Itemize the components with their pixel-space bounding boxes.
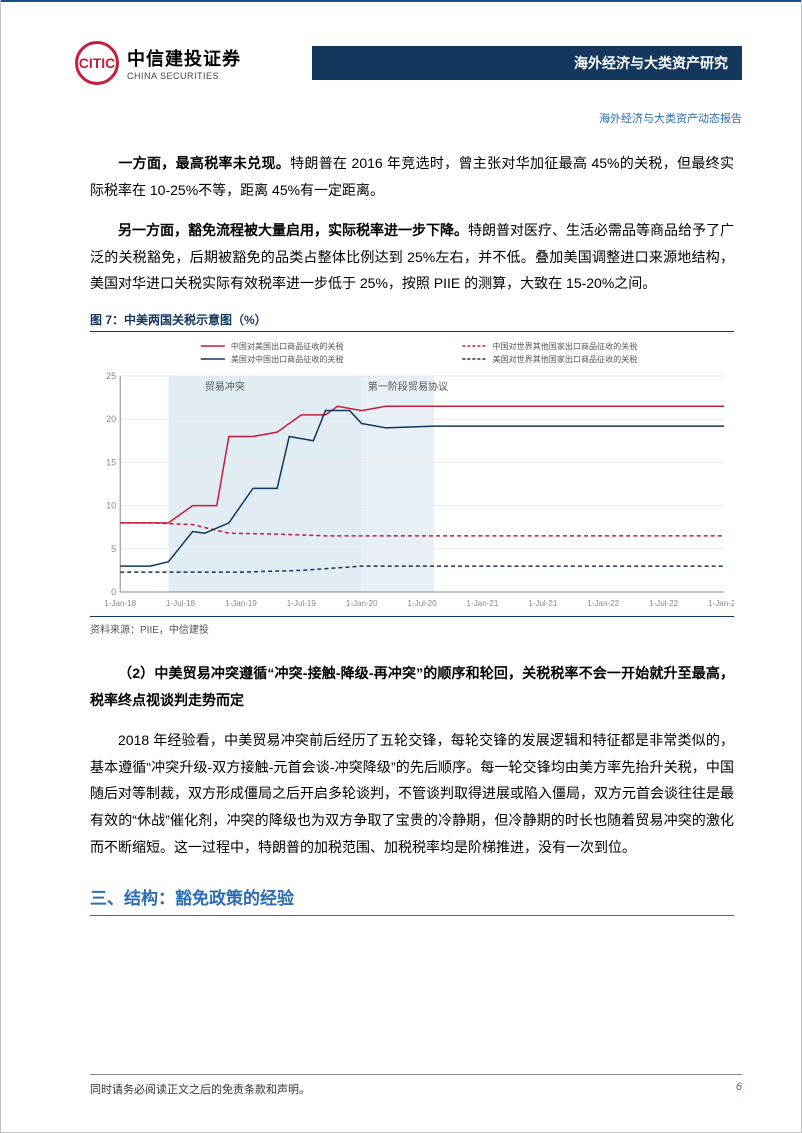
- p2-lead: 另一方面，豁免流程被大量启用，实际税率进一步下降。: [118, 222, 468, 238]
- paragraph-4: 2018 年经验看，中美贸易冲突前后经历了五轮交锋，每轮交锋的发展逻辑和特征都是…: [90, 727, 734, 860]
- paragraph-3: （2）中美贸易冲突遵循“冲突-接触-降级-再冲突”的顺序和轮回，关税税率不会一开…: [90, 660, 734, 713]
- figure-source: 资料来源：PIIE，中信建投: [90, 616, 734, 636]
- svg-text:1-Jan-23: 1-Jan-23: [708, 599, 734, 608]
- header-subtitle: 海外经济与大类资产动态报告: [599, 110, 742, 126]
- page-header: CITIC 中信建投证券 CHINA SECURITIES 海外经济与大类资产研…: [75, 35, 742, 90]
- svg-text:美国对世界其他国家出口商品征收的关税: 美国对世界其他国家出口商品征收的关税: [493, 354, 638, 364]
- svg-text:1-Jul-22: 1-Jul-22: [649, 599, 679, 608]
- chart-svg: 贸易冲突 第一阶段贸易协议 0 5 10 15 20 25 1-Jan-18 1-Jul-18 1-…: [90, 336, 734, 616]
- page-border-left: [0, 0, 1, 1133]
- page-number: 6: [736, 1081, 742, 1097]
- svg-text:贸易冲突: 贸易冲突: [205, 380, 245, 393]
- svg-text:0: 0: [111, 587, 116, 597]
- svg-text:1-Jul-18: 1-Jul-18: [166, 599, 196, 608]
- logo: CITIC 中信建投证券 CHINA SECURITIES: [75, 41, 241, 85]
- svg-text:中国对世界其他国家出口商品征收的关税: 中国对世界其他国家出口商品征收的关税: [493, 341, 638, 351]
- svg-text:1-Jul-19: 1-Jul-19: [287, 599, 317, 608]
- paragraph-2: 另一方面，豁免流程被大量启用，实际税率进一步下降。特朗普对医疗、生活必需品等商品…: [90, 217, 734, 297]
- svg-text:1-Jan-18: 1-Jan-18: [104, 599, 136, 608]
- logo-icon: CITIC: [75, 41, 119, 85]
- p4-body: 2018 年经验看，中美贸易冲突前后经历了五轮交锋，每轮交锋的发展逻辑和特征都是…: [90, 732, 734, 854]
- svg-text:5: 5: [111, 544, 116, 554]
- svg-text:25: 25: [106, 371, 116, 381]
- p1-lead: 一方面，最高税率未兑现。: [118, 155, 290, 171]
- page-border-top: [0, 0, 802, 2]
- logo-en: CHINA SECURITIES: [127, 71, 241, 81]
- tariff-chart: 贸易冲突 第一阶段贸易协议 0 5 10 15 20 25 1-Jan-18 1-Jul-18 1-…: [90, 336, 734, 616]
- footer-disclaimer: 同时请务必阅读正文之后的免责条款和声明。: [90, 1081, 310, 1097]
- logo-text: 中信建投证券 CHINA SECURITIES: [127, 45, 241, 81]
- svg-text:10: 10: [106, 501, 116, 511]
- section-3-heading: 三、结构：豁免政策的经验: [90, 884, 734, 916]
- header-title-bar: 海外经济与大类资产研究: [312, 46, 742, 80]
- svg-text:中国对美国出口商品征收的关税: 中国对美国出口商品征收的关税: [231, 341, 344, 351]
- logo-cn: 中信建投证券: [127, 45, 241, 71]
- svg-text:1-Jan-22: 1-Jan-22: [587, 599, 619, 608]
- svg-text:1-Jan-20: 1-Jan-20: [346, 599, 378, 608]
- svg-text:20: 20: [106, 414, 116, 424]
- svg-text:1-Jan-19: 1-Jan-19: [225, 599, 257, 608]
- svg-text:1-Jul-20: 1-Jul-20: [408, 599, 438, 608]
- svg-text:15: 15: [106, 457, 116, 467]
- paragraph-1: 一方面，最高税率未兑现。特朗普在 2016 年竞选时，曾主张对华加征最高 45%…: [90, 150, 734, 203]
- svg-text:1-Jan-21: 1-Jan-21: [467, 599, 499, 608]
- p3-bold: （2）中美贸易冲突遵循“冲突-接触-降级-再冲突”的顺序和轮回，关税税率不会一开…: [90, 665, 734, 708]
- svg-text:1-Jul-21: 1-Jul-21: [528, 599, 558, 608]
- figure-title: 图 7：中美两国关税示意图（%）: [90, 311, 734, 332]
- main-content: 一方面，最高税率未兑现。特朗普在 2016 年竞选时，曾主张对华加征最高 45%…: [90, 150, 734, 1053]
- svg-text:第一阶段贸易协议: 第一阶段贸易协议: [368, 380, 448, 393]
- page-footer: 同时请务必阅读正文之后的免责条款和声明。 6: [90, 1074, 742, 1097]
- svg-text:美国对中国出口商品征收的关税: 美国对中国出口商品征收的关税: [231, 354, 344, 364]
